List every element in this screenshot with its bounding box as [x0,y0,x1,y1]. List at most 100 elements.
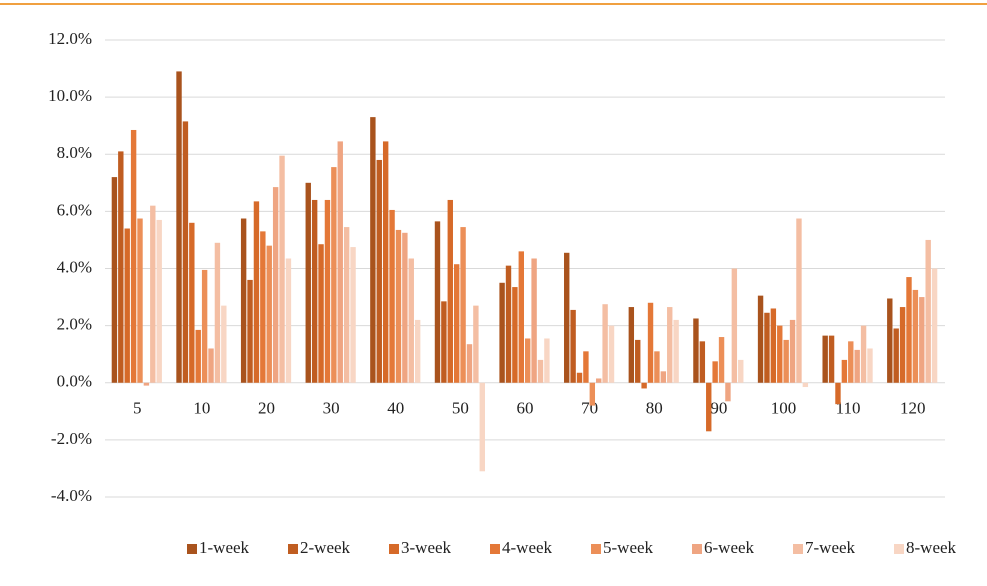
bar [118,151,124,383]
bar [201,269,208,383]
x-tick-label: 90 [710,399,727,418]
x-tick-label: 100 [771,399,797,418]
bar [783,339,789,383]
x-tick-label: 50 [452,399,469,418]
bar [738,359,744,383]
bar [441,301,447,383]
legend-swatch [490,544,500,554]
legend-label: 7-week [805,538,856,557]
bar [408,258,414,383]
bar [518,251,524,383]
bar [887,298,893,383]
bar [376,159,382,383]
bar [512,287,518,383]
bar [576,372,583,383]
legend-swatch [288,544,298,554]
bar [111,177,118,383]
legend-label: 4-week [502,538,553,557]
bar [253,201,260,383]
bar [718,337,725,383]
bar [343,227,350,383]
x-tick-label: 30 [323,399,340,418]
bar [382,141,389,383]
bar [725,382,731,402]
y-tick-label: 10.0% [48,86,92,105]
bar [318,244,324,383]
bar [479,382,485,472]
bar [841,359,848,383]
y-tick-label: 2.0% [57,315,92,334]
bar [130,129,137,383]
bar [311,199,318,383]
legend-label: 3-week [401,538,452,557]
legend-swatch [591,544,601,554]
bar [583,351,589,383]
bar [673,319,679,383]
x-tick-label: 120 [900,399,926,418]
x-tick-label: 40 [387,399,404,418]
bar [693,318,699,383]
legend-swatch [894,544,904,554]
bar [893,328,899,383]
bar [324,199,331,383]
bar [525,338,531,383]
bar [667,307,673,383]
bar [331,167,337,383]
bar [156,219,162,383]
bar [279,155,285,383]
bar [195,329,201,383]
bar [912,289,919,383]
bar [848,341,854,383]
x-tick-label: 80 [646,399,663,418]
bar [867,348,873,383]
bar [499,282,505,383]
legend-swatch [692,544,702,554]
bar [505,265,512,383]
bar [176,71,182,383]
bar [350,247,356,383]
bar [654,351,660,383]
bar [596,378,602,383]
bar [370,117,376,383]
legend-label: 8-week [906,538,957,557]
bar [402,232,408,383]
bar [189,222,195,383]
bar [757,295,764,383]
legend-swatch [389,544,399,554]
y-tick-label: -4.0% [51,486,92,505]
x-tick-label: 20 [258,399,275,418]
y-tick-label: 8.0% [57,143,92,162]
legend-label: 1-week [199,538,250,557]
bar [453,264,460,383]
bar [835,382,841,405]
y-tick-label: 0.0% [57,372,92,391]
bar [272,187,279,383]
bar [247,279,253,383]
bar [466,344,473,383]
bar [777,325,783,383]
bar [608,325,615,383]
bar [628,307,635,383]
y-tick-label: 4.0% [57,257,92,276]
bar [699,341,706,383]
legend-label: 2-week [300,538,351,557]
y-tick-label: 12.0% [48,29,92,48]
bar [899,307,906,383]
bar [182,121,189,383]
x-tick-label: 110 [836,399,861,418]
bar [641,382,647,389]
legend-swatch [187,544,197,554]
y-tick-label: 6.0% [57,200,92,219]
bar [931,268,938,383]
bar [860,325,867,383]
bar [770,308,777,383]
bar [221,305,227,383]
bar [602,304,608,383]
x-tick-label: 5 [133,399,142,418]
bar [260,231,266,383]
legend-label: 6-week [704,538,755,557]
bar [919,297,925,383]
bar [434,221,441,383]
bar [305,182,311,383]
